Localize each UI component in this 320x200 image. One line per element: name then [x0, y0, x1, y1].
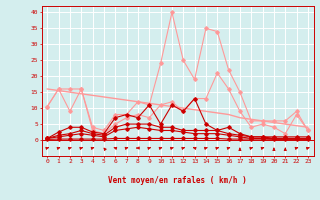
- X-axis label: Vent moyen/en rafales ( km/h ): Vent moyen/en rafales ( km/h ): [108, 176, 247, 185]
